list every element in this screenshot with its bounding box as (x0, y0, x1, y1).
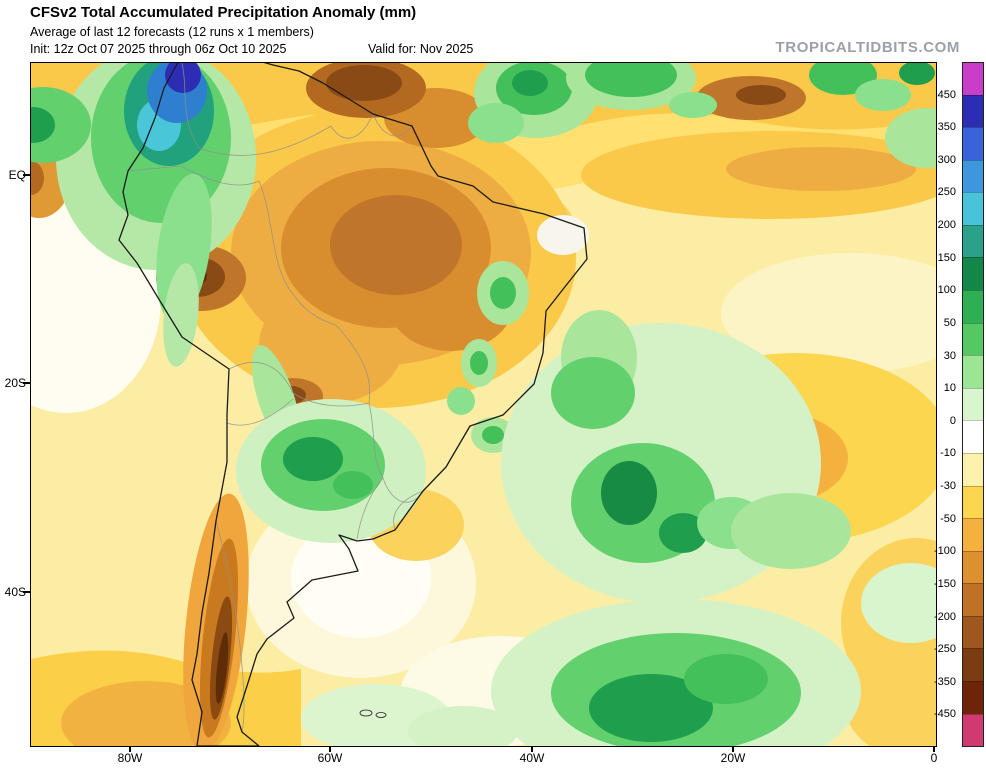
page-title: CFSv2 Total Accumulated Precipitation An… (30, 4, 417, 21)
x-axis-label-80w: 80W (117, 751, 143, 765)
colorbar (962, 62, 984, 747)
colorbar-segment (963, 387, 983, 421)
colorbar-tick-label: 150 (937, 251, 956, 264)
colorbar-segment (963, 192, 983, 225)
colorbar-tick-label: 350 (937, 121, 956, 134)
colorbar-labels: 450 350 300 250 200 150 100 50 30 10 0 -10 -30 -50 -10… (894, 62, 956, 747)
colorbar-tick-label: 50 (943, 316, 956, 329)
colorbar-tick-label: -50 (940, 512, 956, 525)
x-axis-tick (933, 746, 935, 752)
colorbar-tick-label: -250 (933, 643, 956, 656)
colorbar-segment (963, 94, 983, 128)
y-axis-label-eq: EQ (8, 168, 26, 182)
colorbar-tick-label: 300 (937, 153, 956, 166)
colorbar-tick-label: -150 (933, 577, 956, 590)
colorbar-segment (963, 159, 983, 193)
colorbar-tick-label: 200 (937, 219, 956, 232)
colorbar-segment (963, 550, 983, 584)
x-axis-label-20w: 20W (720, 751, 746, 765)
colorbar-tick-label: 30 (943, 349, 956, 362)
x-axis-label-60w: 60W (317, 751, 343, 765)
colorbar-tick-label: 450 (937, 88, 956, 101)
colorbar-tick-label: 250 (937, 186, 956, 199)
coastline (118, 63, 588, 746)
colorbar-tick-label: -200 (933, 610, 956, 623)
colorbar-tick-label: -30 (940, 480, 956, 493)
colorbar-segment (963, 63, 983, 95)
colorbar-segment (963, 452, 983, 486)
colorbar-segment (963, 355, 983, 388)
colorbar-segment (963, 680, 983, 714)
x-axis-tick (329, 746, 331, 752)
south-america-anomaly-map (31, 63, 936, 746)
colorbar-segment (963, 713, 983, 747)
anomaly-shading (31, 63, 936, 746)
valid-for-label: Valid for: Nov 2025 (368, 42, 474, 56)
y-axis-tick (23, 174, 30, 176)
x-axis-label-40w: 40W (519, 751, 545, 765)
site-watermark: TROPICALTIDBITS.COM (775, 39, 960, 56)
colorbar-segment (963, 485, 983, 519)
x-axis-tick (129, 746, 131, 752)
colorbar-tick-label: -450 (933, 708, 956, 721)
colorbar-segment (963, 583, 983, 616)
colorbar-tick-label: -350 (933, 675, 956, 688)
y-axis-tick (23, 591, 30, 593)
colorbar-segment (963, 420, 983, 453)
colorbar-segment (963, 518, 983, 551)
colorbar-segment (963, 224, 983, 258)
colorbar-tick-label: -10 (940, 447, 956, 460)
chart-subtitle: Average of last 12 forecasts (12 runs x … (30, 25, 314, 39)
colorbar-segment (963, 290, 983, 323)
x-axis-tick (732, 746, 734, 752)
y-axis-label-20s: 20S (4, 376, 26, 390)
colorbar-tick-label: 100 (937, 284, 956, 297)
colorbar-segment (963, 648, 983, 681)
country-borders (127, 63, 424, 733)
x-axis-tick (531, 746, 533, 752)
colorbar-segment (963, 322, 983, 356)
y-axis-label-40s: 40S (4, 585, 26, 599)
y-axis-tick (23, 382, 30, 384)
colorbar-segment (963, 615, 983, 649)
colorbar-segment (963, 127, 983, 160)
map-frame (30, 62, 937, 747)
colorbar-tick-label: 10 (943, 382, 956, 395)
init-range-label: Init: 12z Oct 07 2025 through 06z Oct 10… (30, 42, 287, 56)
colorbar-segment (963, 257, 983, 291)
x-axis-label-0: 0 (930, 751, 938, 765)
colorbar-tick-label: 0 (949, 414, 956, 427)
colorbar-tick-label: -100 (933, 545, 956, 558)
